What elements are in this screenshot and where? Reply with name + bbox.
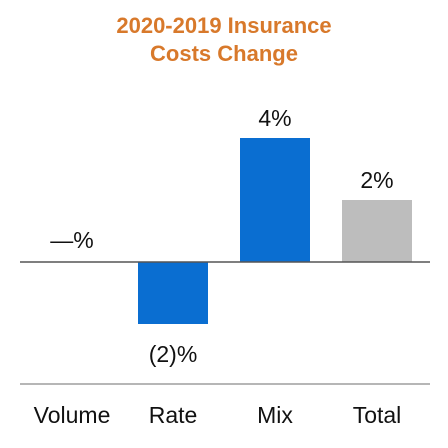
value-label-rate: (2)%	[149, 341, 198, 367]
category-label-rate: Rate	[149, 402, 198, 428]
value-label-mix: 4%	[258, 105, 291, 131]
bars-group	[138, 138, 412, 324]
bar-rate	[138, 262, 208, 324]
category-label-volume: Volume	[34, 402, 111, 428]
category-label-total: Total	[353, 402, 402, 428]
chart-title-line-1: 2020-2019 Insurance	[116, 13, 332, 38]
category-label-mix: Mix	[257, 402, 293, 428]
value-label-volume: —%	[50, 227, 93, 253]
value-label-total: 2%	[360, 167, 393, 193]
bar-total	[342, 200, 412, 262]
value-labels-group: —% (2)% 4% 2%	[50, 105, 393, 367]
chart-title-line-2: Costs Change	[150, 41, 298, 66]
bar-mix	[240, 138, 310, 262]
category-labels-group: Volume Rate Mix Total	[34, 402, 402, 428]
chart-title: 2020-2019 Insurance Costs Change	[0, 12, 448, 68]
